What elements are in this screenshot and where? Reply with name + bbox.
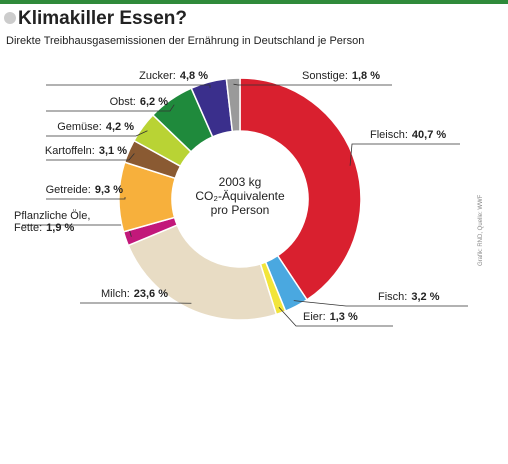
leader-line xyxy=(46,84,211,88)
value-label: 9,3 % xyxy=(94,184,123,196)
category-label: Getreide xyxy=(46,184,91,196)
slice-label: Zucker4,8 % xyxy=(139,70,208,82)
category-label: Fisch xyxy=(378,291,407,303)
value-label: 6,2 % xyxy=(139,96,168,108)
chart-svg xyxy=(4,12,468,327)
value-label: 4,8 % xyxy=(179,70,208,82)
center-text: 2003 kg xyxy=(218,175,262,189)
slice-label: Kartoffeln3,1 % xyxy=(45,145,127,157)
leader-line xyxy=(293,300,468,307)
category-label: Milch xyxy=(101,288,130,300)
slice-label: Eier1,3 % xyxy=(303,311,358,323)
category-label: Fleisch xyxy=(370,129,408,141)
slice xyxy=(239,77,362,301)
value-label: 1,3 % xyxy=(329,311,358,323)
value-label: 1,9 % xyxy=(46,222,75,234)
slice-label: Obst6,2 % xyxy=(110,96,168,108)
value-label: 4,2 % xyxy=(105,121,134,133)
value-label: 1,8 % xyxy=(351,70,381,82)
category-label: Gemüse xyxy=(57,121,102,133)
slice-label: Gemüse4,2 % xyxy=(57,121,134,133)
slice xyxy=(127,224,278,321)
slice-label: Fleisch40,7 % xyxy=(370,129,446,141)
slice xyxy=(225,77,241,133)
value-label: 23,6 % xyxy=(133,288,168,300)
center-text: pro Person xyxy=(210,203,270,217)
leader-line xyxy=(349,143,460,166)
value-label: 3,2 % xyxy=(411,291,440,303)
logo xyxy=(4,12,16,24)
chart-subtitle: Direkte Treibhausgasemissionen der Ernäh… xyxy=(6,35,365,47)
chart-title: Klimakiller Essen? xyxy=(18,8,187,29)
leader-line xyxy=(46,104,175,112)
leader-line xyxy=(46,197,126,200)
category-label: Obst xyxy=(110,96,136,108)
leader-line xyxy=(278,306,393,327)
category-label: Sonstige xyxy=(302,70,348,82)
slice-label: Sonstige1,8 % xyxy=(302,70,380,82)
leader-line xyxy=(233,83,392,86)
category-label: Zucker xyxy=(139,70,176,82)
leader-line xyxy=(46,153,135,161)
leader-line xyxy=(46,130,148,137)
category-label: Kartoffeln xyxy=(45,145,95,157)
source: Grafik: RND, Quelle: WWF xyxy=(478,194,484,266)
category-label: Eier xyxy=(303,311,326,323)
value-label: 40,7 % xyxy=(411,129,447,141)
slice-label: Milch23,6 % xyxy=(101,288,168,300)
slice-label: Getreide9,3 % xyxy=(46,184,123,196)
center-text: CO₂-Äquivalente xyxy=(195,189,285,203)
slice-label: Fisch 3,2 % xyxy=(378,291,439,303)
slice-label: Pflanzliche Öle, Fette1,9 % xyxy=(14,210,109,234)
value-label: 3,1 % xyxy=(98,145,127,157)
